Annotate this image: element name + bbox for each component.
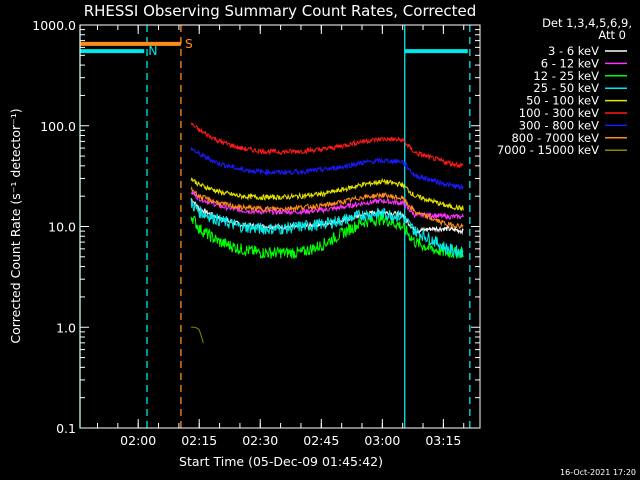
y-tick-label: 100.0: [40, 119, 76, 134]
saa-flag-label: S: [185, 36, 193, 51]
x-tick-label: 02:30: [242, 433, 278, 448]
legend-label: 100 - 300 keV: [519, 106, 599, 120]
series-line: [191, 326, 204, 344]
legend-header-line1: Det 1,3,4,5,6,9,: [542, 16, 632, 30]
y-axis-label: Corrected Count Rate (s⁻¹ detector⁻¹): [8, 108, 23, 343]
series-line: [190, 177, 464, 211]
series-line: [190, 147, 464, 191]
series-line: [190, 122, 464, 169]
y-tick-label: 10.0: [48, 220, 76, 235]
y-tick-label: 1.0: [56, 320, 76, 335]
x-axis-label: Start Time (05-Dec-09 01:45:42): [179, 454, 383, 469]
legend-header-line2: Att 0: [598, 28, 626, 42]
legend-label: 7000 - 15000 keV: [497, 143, 599, 157]
legend-label: 800 - 7000 keV: [511, 131, 599, 145]
x-tick-label: 02:15: [181, 433, 217, 448]
legend-label: 6 - 12 keV: [541, 56, 599, 70]
night-flag-label: N: [148, 43, 157, 58]
series-lines: [190, 122, 464, 344]
x-tick-label: 03:00: [364, 433, 400, 448]
y-tick-label: 1000.0: [32, 18, 76, 33]
series-line: [190, 198, 464, 258]
y-tick-label: 0.1: [56, 421, 76, 436]
legend-label: 300 - 800 keV: [519, 118, 599, 132]
timestamp: 16-Oct-2021 17:20: [560, 468, 636, 477]
legend-label: 50 - 100 keV: [526, 94, 599, 108]
legend-label: 12 - 25 keV: [533, 69, 599, 83]
legend-label: 25 - 50 keV: [533, 81, 599, 95]
x-tick-label: 03:15: [425, 433, 461, 448]
series-line: [190, 186, 464, 230]
x-tick-label: 02:00: [120, 433, 156, 448]
axis-ticks: 0.1 1.0 10.0 100.0 1000.0 02:00 02:15 02:30 02:4…: [32, 18, 480, 448]
series-line: [190, 212, 464, 260]
x-tick-label: 02:45: [303, 433, 339, 448]
chart-title: RHESSI Observing Summary Count Rates, Co…: [84, 2, 477, 20]
legend-label: 3 - 6 keV: [548, 44, 599, 58]
